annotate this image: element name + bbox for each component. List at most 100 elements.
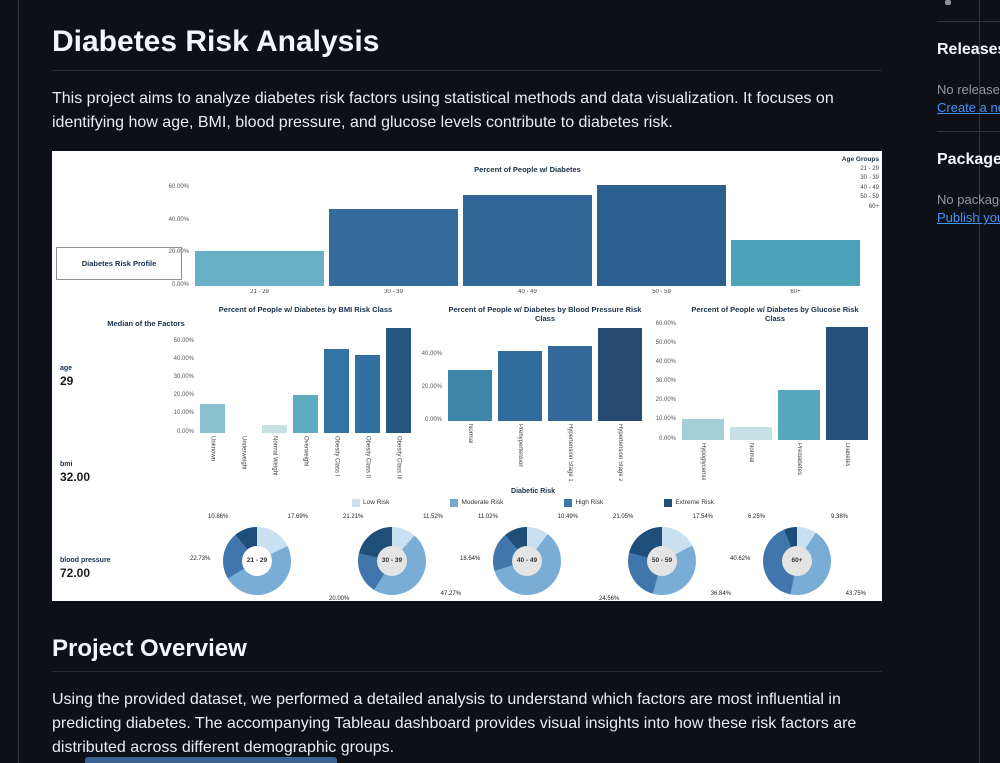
glucose-risk-bar-chart: Percent of People w/ Diabetes by Glucose… — [652, 301, 872, 486]
no-releases-text: No releases — [937, 82, 1000, 97]
plot-area — [200, 321, 411, 433]
donut-slice-label-extreme: 10.86% — [208, 513, 229, 520]
x-axis-label: Unknown — [209, 435, 216, 461]
y-axis-tick: 10.00% — [655, 416, 676, 423]
donut-slice-label-high: 18.64% — [460, 555, 481, 562]
donut-slice-label-high: 20.00% — [329, 595, 350, 601]
factor-bmi: bmi 32.00 — [60, 461, 90, 484]
age-legend-item: 50 - 59 — [860, 194, 879, 200]
donut-slice-label-extreme: 11.02% — [478, 513, 498, 520]
x-axis-label: Normal — [467, 423, 473, 443]
intro-paragraph: This project aims to analyze diabetes ri… — [52, 89, 834, 131]
y-axis-tick: 0.00% — [658, 435, 676, 442]
risk-legend-label: Extreme Risk — [675, 499, 714, 506]
age-legend-items: 21 - 29 30 - 39 40 - 49 50 - 59 60+ — [827, 165, 879, 213]
y-axis-tick: 0.00% — [176, 428, 194, 435]
x-axis-label: Obesity Class III — [395, 435, 402, 480]
age-legend-item: 30 - 39 — [860, 175, 879, 181]
bar-normal-weight — [262, 425, 287, 433]
risk-legend-item: Moderate Risk — [450, 498, 504, 507]
y-axis-tick: 40.00% — [655, 359, 676, 366]
readme-card: Diabetes Risk Analysis This project aims… — [18, 0, 980, 763]
dashboard-image[interactable]: Percent of People w/ Diabetes 60.00% 40.00… — [52, 150, 882, 601]
repo-sidebar: Releases No releases Create a new releas… — [937, 0, 1000, 763]
sidebar-divider — [937, 21, 1000, 22]
factor-age: age 29 — [60, 365, 73, 388]
age-bar-chart: Percent of People w/ Diabetes 60.00% 40.00… — [152, 155, 877, 299]
bar-unknown — [200, 403, 225, 433]
x-axis-labels: 21 - 29 30 - 39 40 - 49 50 - 59 60+ — [195, 289, 860, 299]
bar-prehypertension — [498, 351, 542, 421]
packages-heading: Packages — [937, 151, 1000, 168]
diabetic-risk-legend-title: Diabetic Risk — [511, 487, 555, 495]
chart-title: Percent of People w/ Diabetes by BMI Ris… — [218, 304, 393, 314]
donut-center-label: 21 - 29 — [242, 545, 272, 576]
publish-package-link[interactable]: Publish your first package — [937, 210, 1000, 225]
bar-normal — [448, 369, 492, 421]
x-axis-label: Normal — [748, 442, 754, 462]
risk-swatch-low-risk — [352, 498, 360, 507]
x-axis-label: 50 - 59 — [652, 288, 671, 295]
y-axis-tick: 20.00% — [655, 397, 676, 404]
risk-legend-label: Moderate Risk — [461, 499, 504, 506]
risk-legend-item: Low Risk — [352, 498, 389, 507]
donut-chart-30-39: 30 - 39 11.52% 47.27% 20.00% 21.21% — [327, 511, 461, 601]
bar-hypertension-stage-1 — [548, 346, 592, 421]
risk-swatch-high-risk — [564, 498, 573, 507]
age-legend-title: Age Groups — [841, 155, 879, 163]
overview-paragraph: Using the provided dataset, we performed… — [52, 691, 857, 757]
x-axis-label: Prehypertension — [517, 423, 523, 468]
median-of-factors-title: Median of the Factors — [107, 318, 185, 328]
factor-bmi-value: 32.00 — [60, 469, 91, 484]
donut-slice-label-moderate: 47.27% — [440, 590, 461, 597]
profile-box-label: Diabetes Risk Profile — [81, 258, 157, 268]
x-axis-labels: Unknown Underweight Normal Weight Overweigh… — [200, 436, 411, 482]
factor-bp-value: 72.00 — [60, 565, 91, 580]
y-axis-tick: 30.00% — [173, 374, 194, 381]
x-axis-label: 40 - 49 — [518, 288, 537, 295]
x-axis-label: Obesity Class I — [333, 435, 340, 476]
chart-title: Percent of People w/ Diabetes by Blood P… — [448, 304, 642, 323]
donut-slice-label-low: 17.54% — [692, 513, 713, 520]
partial-gear-icon — [945, 0, 951, 5]
chart-title: Percent of People w/ Diabetes — [474, 164, 581, 174]
y-axis-tick: 20.00% — [421, 383, 442, 390]
partially-visible-link-bar[interactable] — [85, 757, 337, 763]
x-axis-label: 21 - 29 — [250, 288, 269, 295]
donut-slice-label-high: 24.56% — [599, 595, 620, 601]
y-axis-tick: 60.00% — [655, 321, 676, 328]
y-axis-tick: 40.00% — [173, 356, 194, 363]
donut-slice-label-low: 10.49% — [557, 513, 578, 520]
y-axis-tick: 10.00% — [173, 410, 194, 417]
y-axis-tick: 20.00% — [173, 392, 194, 399]
age-legend-item: 40 - 49 — [860, 184, 879, 191]
donut-slice-label-high: 22.73% — [190, 555, 211, 562]
x-axis-label: Underweight — [240, 435, 247, 470]
x-axis-label: Hypoglycemia — [700, 442, 706, 481]
y-axis-tick: 50.00% — [173, 338, 194, 345]
factor-age-label: age — [60, 364, 73, 372]
bar-prediabetes — [778, 389, 820, 440]
bar-obesity-class-iii — [386, 327, 411, 433]
plot-area — [682, 320, 868, 440]
y-axis-tick: 40.00% — [168, 216, 189, 223]
x-axis-label: Prediabetes — [796, 442, 802, 475]
bar-21-29 — [195, 251, 324, 286]
donut-center-label: 60+ — [782, 545, 812, 576]
releases-heading: Releases — [937, 41, 1000, 58]
plot-area — [195, 179, 860, 286]
y-axis-tick: 20.00% — [168, 249, 189, 256]
y-axis-tick: 40.00% — [421, 350, 442, 357]
factor-age-value: 29 — [60, 373, 74, 388]
create-release-link[interactable]: Create a new release — [937, 100, 1000, 115]
bar-60- — [731, 240, 860, 286]
risk-legend-item: High Risk — [564, 498, 603, 507]
bar-50-59 — [597, 185, 726, 286]
risk-legend-item: Extreme Risk — [664, 498, 714, 507]
donut-center-label: 50 - 59 — [647, 545, 677, 576]
chart-title: Percent of People w/ Diabetes by Glucose… — [691, 304, 859, 323]
x-axis-label: Normal Weight — [271, 435, 278, 476]
y-axis-tick: 50.00% — [655, 340, 676, 347]
donut-center-label: 30 - 39 — [377, 545, 407, 576]
